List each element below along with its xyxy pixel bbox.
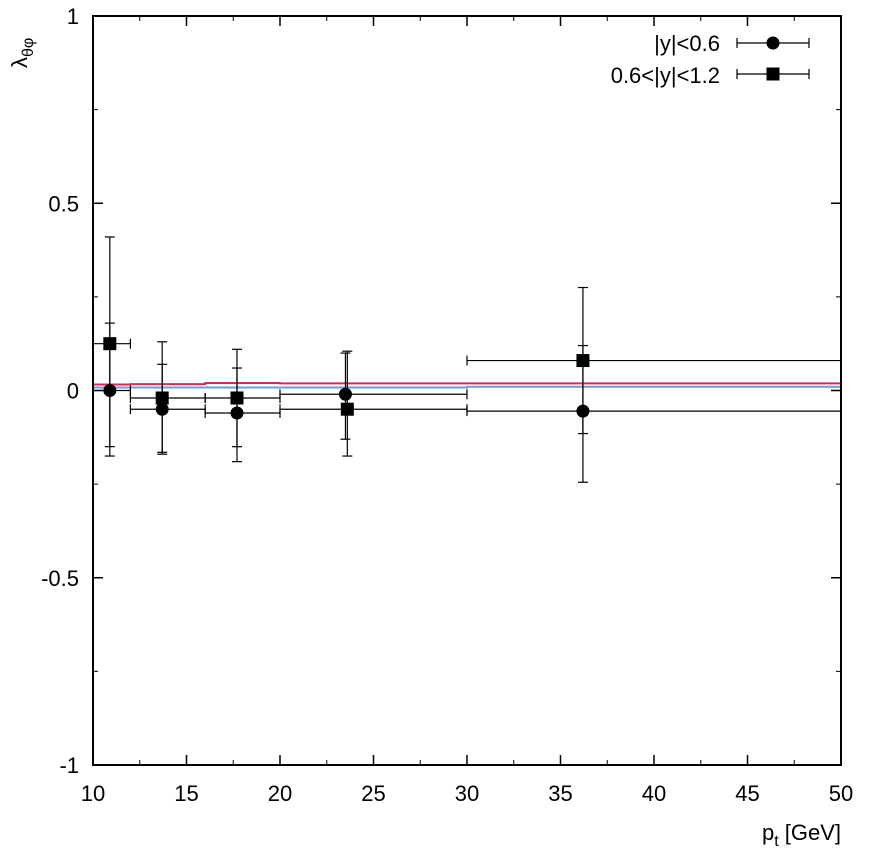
square-marker bbox=[230, 391, 244, 405]
model-red bbox=[93, 382, 841, 386]
y-tick-label: -1 bbox=[59, 753, 79, 778]
axis-ticks: 10 15 20 25 30 35 40 45 50 -1 -0.5 0 0.5 1 bbox=[41, 4, 853, 806]
y-tick-label: 1 bbox=[67, 4, 79, 29]
legend: |y|<0.6 0.6<|y|<1.2 bbox=[611, 31, 810, 88]
x-axis-title: pt [GeV] bbox=[762, 820, 841, 850]
square-marker bbox=[155, 391, 169, 405]
legend-label-forward: 0.6<|y|<1.2 bbox=[611, 63, 720, 88]
square-marker bbox=[576, 354, 590, 368]
y-tick-label: 0.5 bbox=[48, 191, 79, 216]
legend-circle-marker bbox=[766, 36, 780, 50]
data-series bbox=[92, 236, 842, 483]
x-tick-label: 35 bbox=[548, 781, 572, 806]
x-tick-label: 50 bbox=[829, 781, 853, 806]
model-curves bbox=[93, 382, 841, 389]
x-axis-title-main: p bbox=[762, 820, 774, 845]
data-point bbox=[92, 236, 131, 457]
x-tick-label: 30 bbox=[455, 781, 479, 806]
square-marker bbox=[340, 402, 354, 416]
legend-label-central: |y|<0.6 bbox=[654, 31, 720, 56]
x-axis-title-sub: t bbox=[774, 833, 779, 850]
x-tick-label: 10 bbox=[81, 781, 105, 806]
x-tick-label: 45 bbox=[735, 781, 759, 806]
data-point bbox=[129, 363, 206, 455]
series-forward bbox=[92, 236, 842, 457]
x-tick-label: 15 bbox=[174, 781, 198, 806]
data-point bbox=[204, 348, 281, 448]
legend-square-marker bbox=[766, 67, 780, 81]
data-point bbox=[466, 344, 842, 483]
x-tick-label: 40 bbox=[642, 781, 666, 806]
y-axis-title-main: λ bbox=[7, 57, 32, 68]
legend-key-central bbox=[736, 36, 810, 50]
y-tick-label: -0.5 bbox=[41, 566, 79, 591]
y-tick-label: 0 bbox=[67, 379, 79, 404]
legend-key-forward bbox=[736, 67, 810, 81]
data-point bbox=[466, 286, 842, 435]
data-point bbox=[129, 341, 206, 453]
data-point bbox=[279, 350, 468, 457]
x-axis-title-unit: [GeV] bbox=[779, 820, 841, 845]
square-marker bbox=[103, 337, 117, 351]
circle-marker bbox=[338, 387, 352, 401]
x-tick-label: 25 bbox=[361, 781, 385, 806]
data-point bbox=[279, 352, 468, 440]
y-axis-title: λθφ bbox=[7, 38, 37, 68]
x-tick-label: 20 bbox=[268, 781, 292, 806]
model-blue bbox=[93, 385, 841, 389]
y-axis-title-sub: θφ bbox=[20, 38, 37, 57]
